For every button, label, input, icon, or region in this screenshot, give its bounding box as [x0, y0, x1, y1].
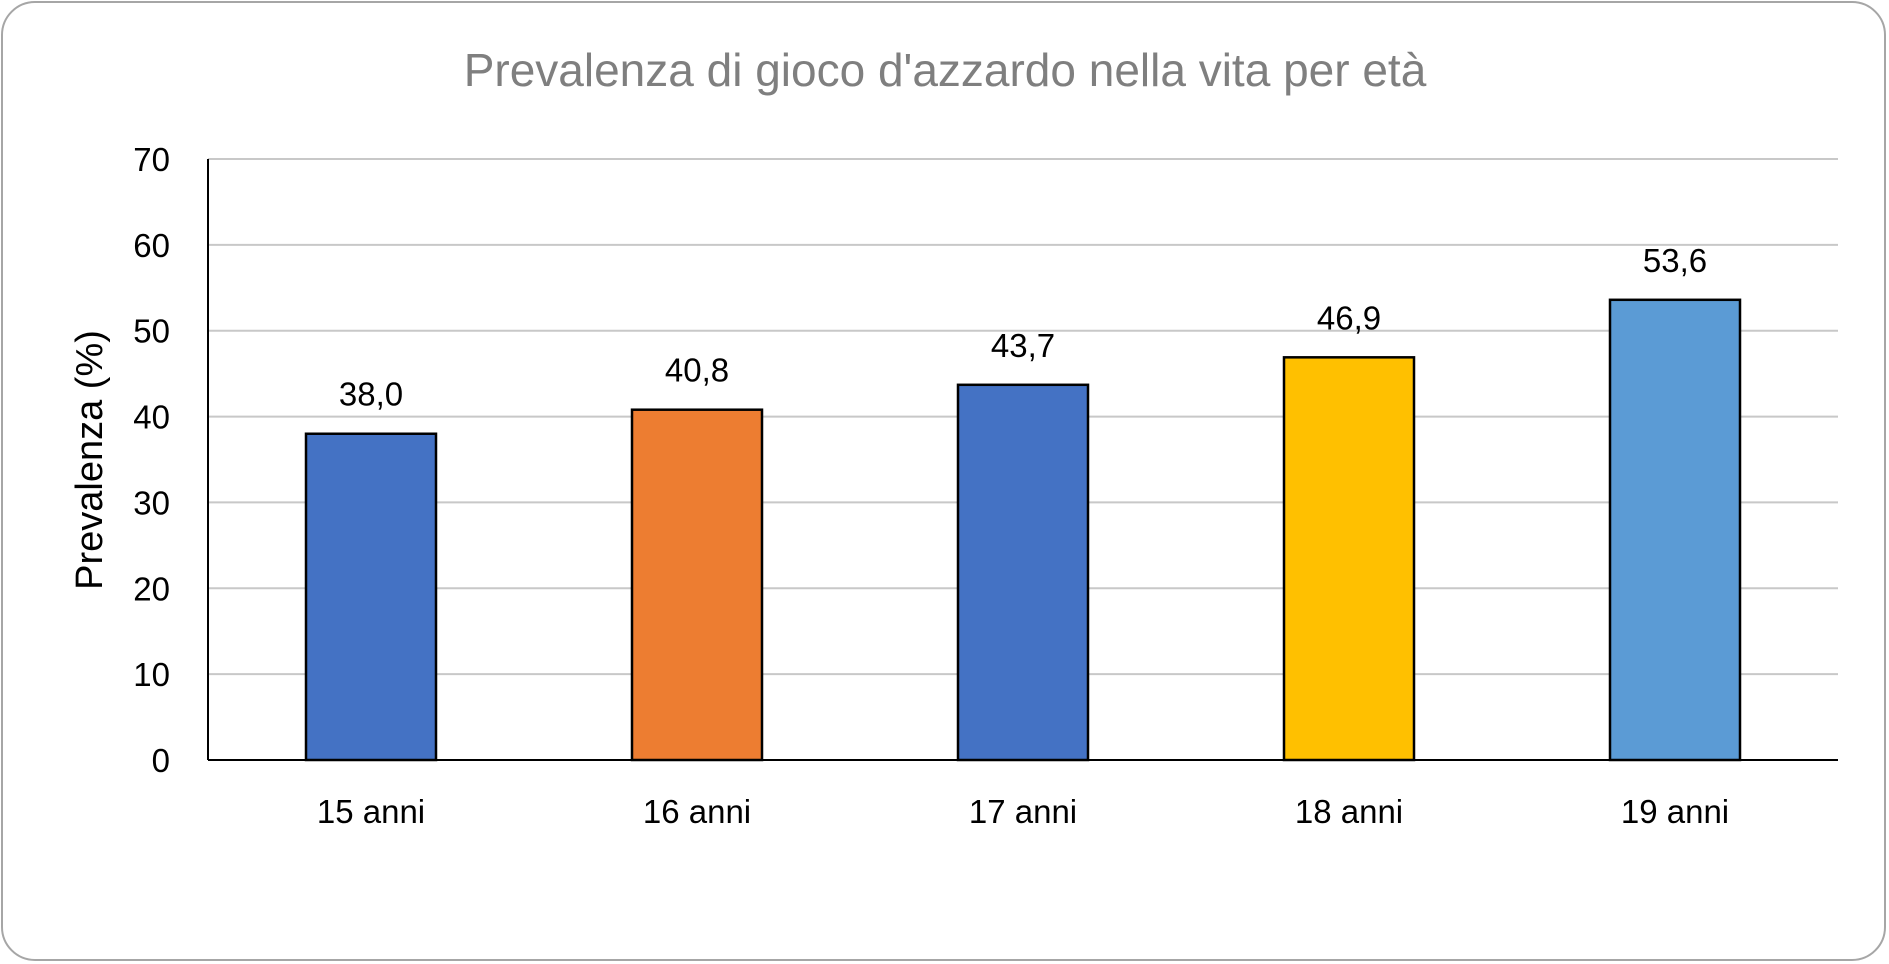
data-label-2: 40,8: [665, 352, 729, 389]
data-label-4: 46,9: [1317, 299, 1381, 336]
x-tick-labels: 15 anni 16 anni 17 anni 18 anni 19 anni: [317, 793, 1729, 830]
y-tick-labels: 0 10 20 30 40 50 60 70: [133, 141, 170, 779]
bar-4: [1282, 356, 1416, 762]
y-tick-label: 10: [133, 656, 170, 693]
x-tick-label-5: 19 anni: [1621, 793, 1729, 830]
y-tick-label: 0: [152, 742, 170, 779]
bar-1: [304, 432, 438, 762]
gridlines: [208, 158, 1838, 676]
chart-title: Prevalenza di gioco d'azzardo nella vita…: [464, 44, 1427, 96]
bar-3: [956, 383, 1090, 762]
x-tick-label-3: 17 anni: [969, 793, 1077, 830]
y-tick-label: 40: [133, 399, 170, 436]
bars: [304, 298, 1742, 762]
x-tick-label-1: 15 anni: [317, 793, 425, 830]
y-tick-label: 60: [133, 227, 170, 264]
y-tick-label: 30: [133, 484, 170, 521]
x-tick-label-2: 16 anni: [643, 793, 751, 830]
data-label-1: 38,0: [339, 376, 403, 413]
x-tick-label-4: 18 anni: [1295, 793, 1403, 830]
y-axis-label: Prevalenza (%): [69, 330, 111, 590]
y-tick-label: 20: [133, 570, 170, 607]
data-labels: 38,0 40,8 43,7 46,9 53,6: [339, 242, 1707, 413]
data-label-5: 53,6: [1643, 242, 1707, 279]
bar-2: [630, 408, 764, 762]
y-tick-label: 50: [133, 313, 170, 350]
data-label-3: 43,7: [991, 327, 1055, 364]
y-tick-label: 70: [133, 141, 170, 178]
bar-5: [1608, 298, 1742, 762]
